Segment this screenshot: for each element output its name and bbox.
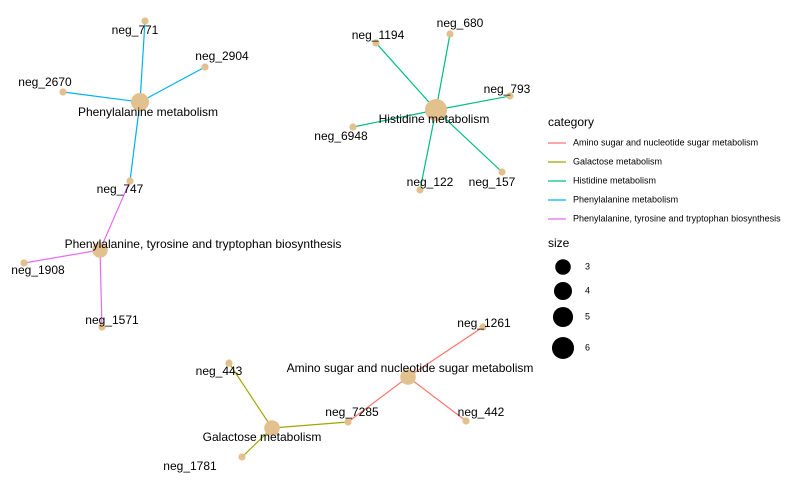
node-label: neg_442 — [458, 405, 505, 419]
size-key — [552, 306, 574, 328]
gene-node — [349, 123, 357, 131]
edge — [435, 33, 451, 111]
gene-node — [506, 92, 514, 100]
edge — [99, 180, 131, 251]
gene-node — [479, 323, 487, 331]
node-label: neg_7285 — [325, 405, 379, 419]
edge — [435, 109, 503, 173]
gene-node — [126, 177, 134, 185]
size-key — [551, 336, 575, 360]
legend-title: category — [548, 115, 594, 129]
node-label: neg_747 — [97, 182, 144, 196]
category-node — [131, 93, 149, 111]
legend: category size Amino sugar and nucleotide… — [548, 115, 781, 360]
gene-node — [141, 17, 149, 25]
node-label: neg_122 — [407, 175, 454, 189]
size-key — [555, 259, 571, 275]
edge — [407, 326, 484, 378]
gene-node — [20, 259, 28, 267]
node-label: neg_2904 — [195, 49, 249, 63]
node-label: neg_771 — [112, 23, 159, 37]
edge — [375, 42, 437, 111]
size-key — [554, 282, 572, 300]
legend-label: Phenylalanine metabolism — [573, 194, 678, 204]
node-label: neg_157 — [469, 175, 516, 189]
node-label: neg_680 — [437, 16, 484, 30]
node-label: Phenylalanine metabolism — [78, 105, 218, 119]
gene-node — [238, 453, 246, 461]
gene-node — [98, 323, 106, 331]
edge — [99, 249, 103, 328]
nodes — [20, 17, 514, 461]
gene-node — [446, 30, 454, 38]
size-label: 5 — [585, 311, 590, 321]
category-node — [264, 420, 280, 436]
node-label: Amino sugar and nucleotide sugar metabol… — [287, 361, 534, 375]
node-label: Galactose metabolism — [203, 430, 322, 444]
node-label: neg_1781 — [163, 459, 217, 473]
legend-label: Amino sugar and nucleotide sugar metabol… — [573, 137, 758, 147]
node-label: neg_1908 — [11, 263, 65, 277]
edge — [62, 91, 141, 103]
edge — [347, 376, 409, 423]
edge — [352, 109, 437, 128]
edge — [23, 249, 101, 264]
gene-node — [498, 168, 506, 176]
edge — [129, 101, 141, 182]
gene-node — [462, 417, 470, 425]
node-label: neg_793 — [484, 82, 531, 96]
node-label: neg_443 — [196, 364, 243, 378]
node-label: neg_6948 — [314, 129, 368, 143]
category-node — [424, 98, 448, 122]
node-label: Histidine metabolism — [379, 112, 490, 126]
gene-node — [416, 186, 424, 194]
edge — [139, 20, 146, 103]
edge — [419, 109, 437, 191]
legend-label: Galactose metabolism — [573, 156, 662, 166]
labels: Phenylalanine metabolismneg_771neg_2904n… — [11, 16, 533, 473]
node-label: neg_1261 — [457, 316, 511, 330]
edge — [228, 362, 273, 429]
gene-node — [59, 88, 67, 96]
legend-label: Phenylalanine, tyrosine and tryptophan b… — [573, 213, 781, 223]
legend-title: size — [548, 236, 570, 250]
node-label: neg_1194 — [352, 28, 405, 42]
gene-node — [372, 39, 380, 47]
node-label: Phenylalanine, tyrosine and tryptophan b… — [65, 237, 342, 251]
edges — [23, 20, 511, 458]
gene-node — [344, 418, 352, 426]
gene-node — [225, 359, 233, 367]
category-node — [400, 369, 416, 385]
size-label: 4 — [585, 285, 590, 295]
legend-label: Histidine metabolism — [573, 175, 656, 185]
category-node — [92, 242, 108, 258]
node-label: neg_1571 — [85, 313, 139, 327]
edge — [407, 376, 467, 422]
edge — [271, 421, 349, 429]
size-label: 6 — [585, 342, 590, 352]
edge — [139, 66, 206, 103]
size-label: 3 — [585, 261, 590, 271]
node-label: neg_2670 — [18, 75, 72, 89]
gene-node — [201, 63, 209, 71]
edge — [435, 95, 511, 111]
